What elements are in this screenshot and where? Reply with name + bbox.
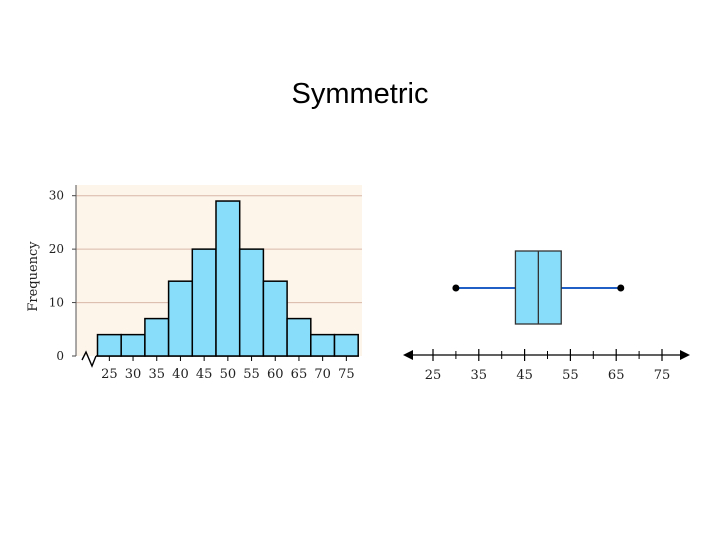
maximum-point (617, 284, 625, 292)
x-tick-label: 35 (471, 368, 488, 383)
x-tick-label: 75 (338, 367, 355, 382)
y-tick-label: 0 (56, 349, 64, 363)
y-axis-label: Frequency (26, 241, 41, 312)
axis-break-symbol (81, 350, 97, 368)
x-tick-label: 75 (654, 368, 671, 383)
x-tick-label: 50 (220, 367, 237, 382)
y-tick-label: 10 (49, 296, 64, 310)
x-tick-label: 70 (314, 367, 331, 382)
right-arrow-icon (680, 350, 690, 360)
x-tick-label: 30 (125, 367, 142, 382)
x-tick-label: 65 (608, 368, 625, 383)
minimum-point (452, 284, 460, 292)
y-tick-label: 20 (49, 242, 64, 256)
x-tick-label: 65 (291, 367, 308, 382)
x-tick-label: 45 (516, 368, 533, 383)
y-tick-label: 30 (49, 189, 64, 203)
x-tick-label: 60 (267, 367, 284, 382)
left-arrow-icon (403, 350, 413, 360)
x-tick-label: 25 (425, 368, 442, 383)
x-tick-label: 55 (562, 368, 579, 383)
x-tick-label: 40 (172, 367, 189, 382)
x-tick-label: 35 (148, 367, 165, 382)
x-tick-label: 45 (196, 367, 213, 382)
x-tick-label: 55 (243, 367, 260, 382)
page-title: Symmetric (291, 78, 429, 110)
x-tick-label: 25 (101, 367, 118, 382)
